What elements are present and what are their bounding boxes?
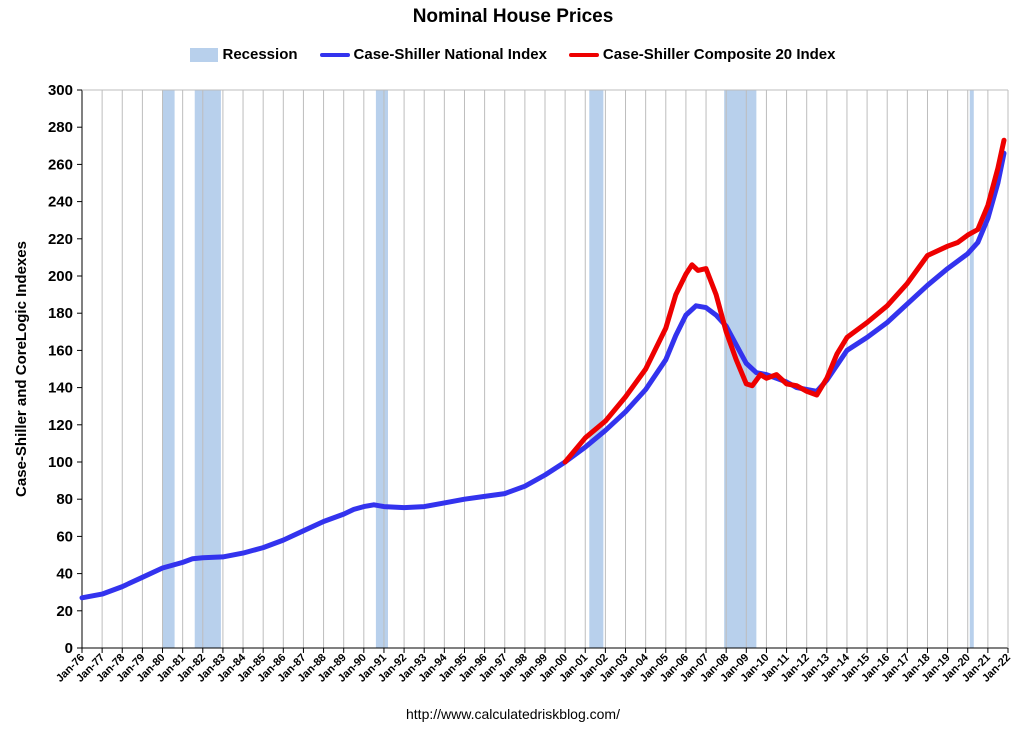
legend-item-composite20: Case-Shiller Composite 20 Index: [568, 46, 836, 63]
y-tick-label-7: 140: [48, 380, 73, 397]
y-tick-label-4: 80: [56, 491, 73, 508]
y-tick-label-15: 300: [48, 82, 73, 99]
recession-band-0: [162, 90, 175, 648]
legend-swatch-composite20: [568, 52, 599, 57]
legend-item-national: Case-Shiller National Index: [319, 46, 547, 63]
recession-band-1: [194, 90, 221, 648]
source-note: http://www.calculatedriskblog.com/: [406, 706, 620, 722]
y-tick-label-3: 60: [56, 528, 73, 545]
recession-band-3: [589, 90, 604, 648]
y-tick-label-10: 200: [48, 268, 73, 285]
y-tick-label-6: 120: [48, 417, 73, 434]
y-tick-label-1: 20: [56, 603, 73, 620]
legend-label-recession: Recession: [222, 46, 298, 63]
legend-label-national: Case-Shiller National Index: [353, 46, 547, 63]
series-line-national: [79, 150, 1007, 601]
y-tick-label-11: 220: [48, 231, 73, 248]
y-tick-label-2: 40: [56, 566, 73, 583]
y-tick-label-5: 100: [48, 454, 73, 471]
legend-swatch-national: [319, 52, 350, 57]
legend: Recession Case-Shiller National Index Ca…: [0, 46, 1026, 63]
recession-band-5: [969, 90, 974, 648]
y-tick-label-8: 160: [48, 342, 73, 359]
legend-label-composite20: Case-Shiller Composite 20 Index: [602, 46, 836, 63]
recession-band-2: [375, 90, 388, 648]
y-tick-label-9: 180: [48, 305, 73, 322]
chart-title: Nominal House Prices: [412, 6, 614, 27]
y-tick-label-12: 240: [48, 194, 73, 211]
y-tick-label-14: 280: [48, 119, 73, 136]
y-axis-label: Case-Shiller and CoreLogic Indexes: [13, 241, 30, 497]
y-tick-label-13: 260: [48, 156, 73, 173]
legend-item-recession: Recession: [190, 46, 298, 63]
series-line-composite20: [562, 137, 1007, 465]
legend-swatch-recession: [190, 47, 219, 62]
y-tick-label-0: 0: [65, 640, 73, 657]
